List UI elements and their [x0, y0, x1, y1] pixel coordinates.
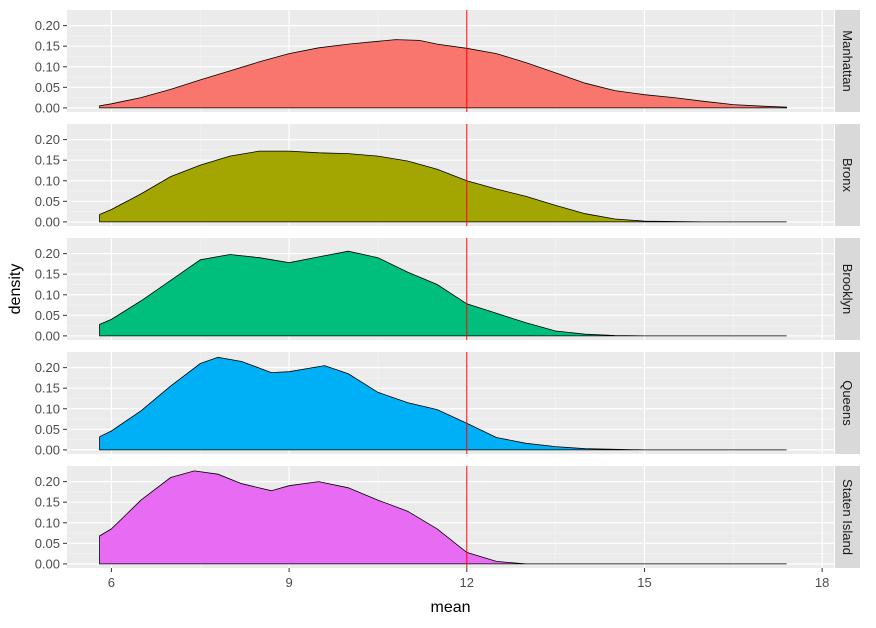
facet-queens: 0.00 0.05 0.10 0.15 0.20 Queens [35, 352, 860, 457]
y-tick-label: 0.15 [35, 39, 60, 54]
x-tick-label: 6 [108, 575, 115, 590]
y-tick-label: 0.20 [35, 360, 60, 375]
facet-strip-label: Brooklyn [840, 264, 855, 315]
facet-manhattan: 0.00 0.05 0.10 0.15 0.20 Manhattan [35, 10, 860, 115]
x-tick-label: 12 [460, 575, 474, 590]
density-area-bronx [99, 150, 787, 223]
y-tick-label: 0.10 [35, 59, 60, 74]
y-tick-label: 0.00 [35, 556, 60, 571]
facet-strip-label: Staten Island [840, 479, 855, 555]
facet-strip [835, 466, 860, 568]
y-tick-label: 0.00 [35, 328, 60, 343]
x-axis-title: mean [430, 599, 470, 616]
y-tick-label: 0.05 [35, 194, 60, 209]
y-tick-label: 0.15 [35, 495, 60, 510]
facet-strip-label: Manhattan [840, 30, 855, 91]
x-tick-label: 18 [815, 575, 829, 590]
y-tick-label: 0.10 [35, 515, 60, 530]
facet-staten-island: 0.00 0.05 0.10 0.15 0.20 Staten Island [35, 466, 860, 571]
facet-panels: 0.00 0.05 0.10 0.15 0.20 Manhattan 0.00 0.05 0.1… [35, 10, 860, 571]
y-tick-label: 0.15 [35, 267, 60, 282]
density-area-manhattan [99, 39, 787, 109]
facet-strip [835, 10, 860, 112]
y-tick-label: 0.00 [35, 100, 60, 115]
density-area-staten-island [99, 470, 787, 565]
density-area-brooklyn [99, 250, 787, 337]
y-tick-label: 0.05 [35, 80, 60, 95]
y-tick-label: 0.10 [35, 401, 60, 416]
y-tick-label: 0.15 [35, 153, 60, 168]
y-tick-label: 0.15 [35, 381, 60, 396]
y-tick-label: 0.10 [35, 173, 60, 188]
y-tick-label: 0.05 [35, 536, 60, 551]
y-tick-label: 0.10 [35, 287, 60, 302]
facet-strip [835, 352, 860, 454]
facet-strip-label: Queens [840, 380, 855, 426]
facet-strip [835, 238, 860, 340]
facet-strip-label: Bronx [840, 158, 855, 192]
y-tick-label: 0.05 [35, 308, 60, 323]
y-tick-label: 0.20 [35, 18, 60, 33]
y-tick-label: 0.05 [35, 422, 60, 437]
x-tick-label: 9 [285, 575, 292, 590]
y-tick-label: 0.20 [35, 246, 60, 261]
y-tick-label: 0.20 [35, 132, 60, 147]
y-tick-label: 0.00 [35, 214, 60, 229]
x-axis: 6 9 12 15 18 [108, 568, 829, 590]
density-area-queens [99, 356, 787, 451]
y-tick-label: 0.00 [35, 442, 60, 457]
facet-brooklyn: 0.00 0.05 0.10 0.15 0.20 Brooklyn [35, 238, 860, 343]
x-tick-label: 15 [637, 575, 651, 590]
y-axis-title: density [7, 264, 24, 315]
facet-strip [835, 124, 860, 226]
y-tick-label: 0.20 [35, 474, 60, 489]
facet-bronx: 0.00 0.05 0.10 0.15 0.20 Bronx [35, 124, 860, 229]
